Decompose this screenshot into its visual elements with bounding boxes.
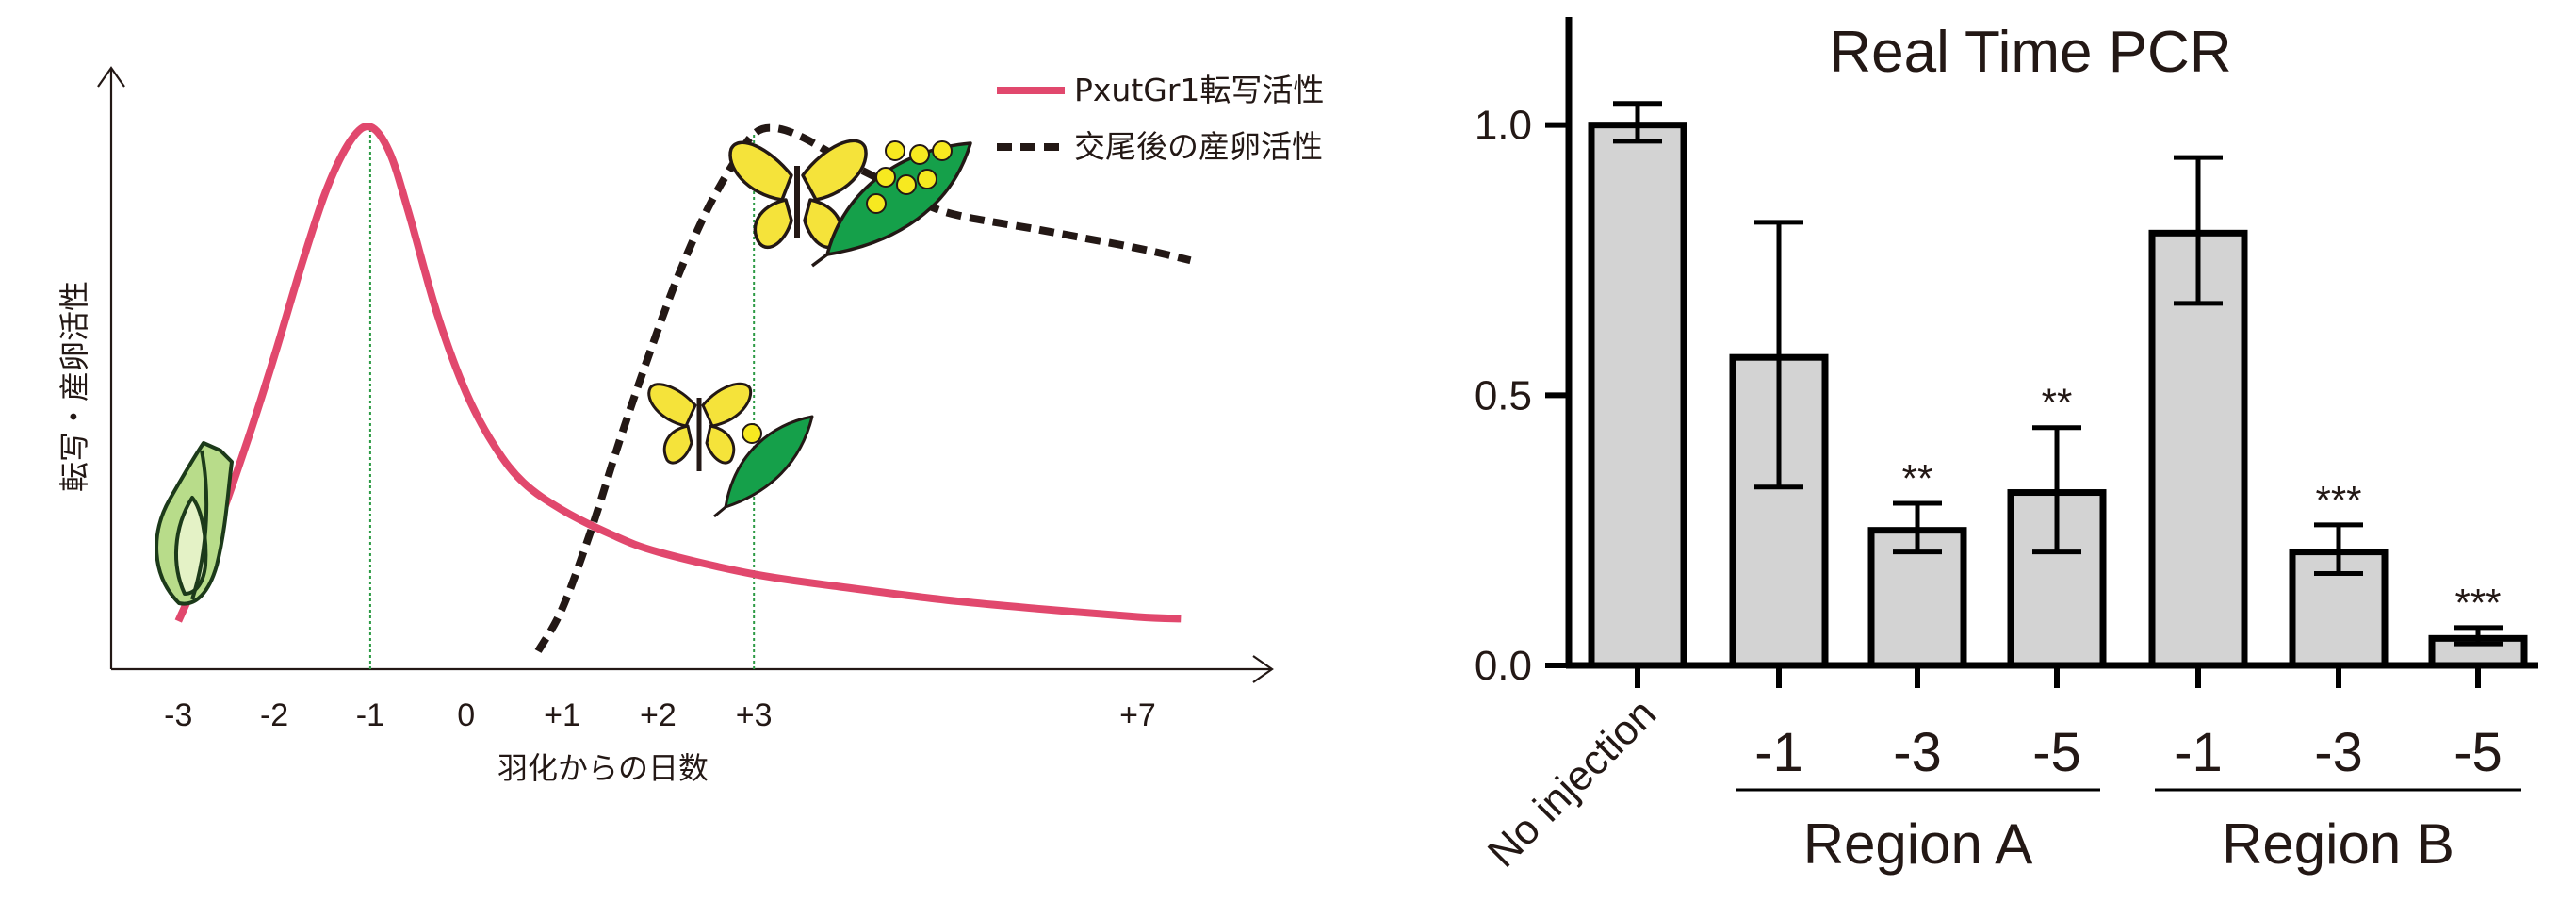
legend-label-transcription: PxutGr1転写活性 (1074, 72, 1324, 108)
legend-label-oviposition: 交尾後の産卵活性 (1074, 128, 1323, 165)
egg (917, 169, 937, 189)
egg (875, 167, 896, 188)
left-series (174, 123, 1192, 653)
significance-label: ** (1902, 456, 1933, 500)
left-x-tick-labels: -3 -2 -1 0 +1 +2 +3 +7 (164, 697, 1156, 733)
reference-lines (368, 126, 756, 669)
left-x-tick-label: +1 (544, 697, 580, 733)
pupa-rib (190, 450, 209, 600)
left-x-tick-label: +2 (640, 697, 677, 733)
egg (885, 140, 905, 161)
left-x-tick-label: -3 (164, 697, 192, 733)
category-label: -3 (1893, 722, 1942, 783)
butterfly-small-illustration (647, 382, 814, 518)
leaf-small-stem (713, 505, 726, 518)
left-x-tick-label: -1 (356, 697, 384, 733)
butterfly-small-forewing-left (647, 383, 697, 428)
left-x-axis-label: 羽化からの日数 (497, 750, 709, 786)
left-legend: PxutGr1転写活性 交尾後の産卵活性 (997, 72, 1324, 165)
group-label: Region B (2222, 812, 2454, 876)
category-label: No injection (1479, 690, 1665, 876)
egg (866, 193, 887, 214)
bar (1588, 122, 1687, 669)
right-y-axis-ticks: 0.0 0.5 1.0 (1475, 103, 1569, 689)
left-x-tick-label: -2 (260, 697, 288, 733)
left-x-tick-label: 0 (457, 697, 475, 733)
transcription-oviposition-line-chart: -3 -2 -1 0 +1 +2 +3 +7 羽化からの日数 転写・産卵活性 PxutGr1転… (57, 66, 1324, 786)
significance-label: *** (2454, 581, 2501, 625)
category-label: -5 (2032, 722, 2081, 783)
butterfly-large-hindwing-left (753, 198, 793, 250)
leaf-large-stem (810, 253, 829, 268)
egg (909, 144, 930, 165)
butterfly-large-illustration (728, 139, 972, 268)
left-x-tick-label: +3 (736, 697, 773, 733)
category-label: -1 (2174, 722, 2223, 783)
right-chart-title: Real Time PCR (1829, 20, 2231, 85)
butterfly-large-forewing-right (801, 139, 868, 202)
leaf-small (724, 415, 814, 509)
category-label: -3 (2314, 722, 2363, 783)
left-y-axis-label: 転写・産卵活性 (57, 281, 92, 492)
butterfly-large-forewing-left (728, 140, 793, 202)
egg (932, 140, 953, 161)
category-label: -5 (2454, 722, 2503, 783)
leaf-large (825, 141, 972, 256)
left-x-tick-label: +7 (1119, 697, 1156, 733)
right-y-tick-label: 0.5 (1475, 372, 1532, 418)
right-group-labels: Region A Region B (1736, 788, 2521, 876)
egg-cluster (866, 140, 953, 214)
butterfly-small-hindwing-left (662, 424, 693, 465)
category-label: -1 (1754, 722, 1803, 783)
pupa-illustration (155, 441, 234, 606)
butterfly-small-forewing-right (701, 382, 753, 428)
left-y-axis-arrow (97, 66, 125, 88)
real-time-pcr-bar-chart: Real Time PCR 0.00.51.0 ********** No in… (1475, 17, 2538, 877)
series-line-transcription (174, 123, 1182, 623)
butterfly-small-hindwing-right (705, 424, 736, 465)
left-axes (97, 66, 1274, 683)
right-bars: ********** (1588, 101, 2528, 669)
group-label: Region A (1803, 812, 2033, 876)
egg (896, 174, 917, 195)
significance-label: ** (2042, 381, 2073, 425)
left-x-axis-arrow (1252, 655, 1274, 683)
right-y-tick-label: 1.0 (1475, 103, 1532, 149)
significance-label: *** (2315, 478, 2361, 522)
right-y-tick-label: 0.0 (1475, 643, 1532, 689)
egg-small (742, 423, 762, 444)
